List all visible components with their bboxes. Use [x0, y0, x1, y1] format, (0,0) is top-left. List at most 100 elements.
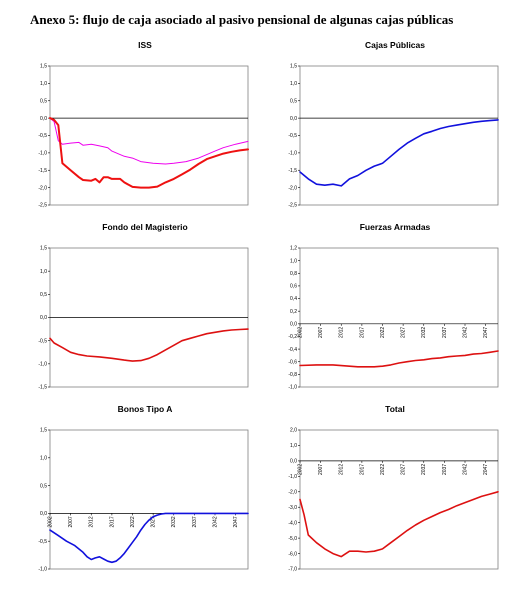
x-tick-label: 2027	[151, 516, 157, 527]
y-tick-label: -1,0	[288, 151, 297, 157]
x-tick-label: 2022	[380, 464, 386, 475]
chart-panel-iss: ISS 1,5 1,0 0,5 0,0 -0,5 -1,0 -1,5 -2,0 -2,5	[20, 40, 270, 220]
x-tick-label: 2032	[421, 327, 427, 338]
y-tick-label: 1,5	[290, 64, 297, 70]
plot-area	[299, 429, 499, 570]
y-tick-label: 0,2	[290, 309, 297, 315]
y-tick-label: -1,5	[288, 168, 297, 174]
x-tick-label: 2017	[359, 464, 365, 475]
chart-panel-bonos: Bonos Tipo A 1,5 1,0 0,5 0,0 -0,5 -1,0 2002 200…	[20, 404, 270, 584]
x-tick-label: 2012	[89, 516, 95, 527]
x-tick-label: 2017	[109, 516, 115, 527]
y-tick-label: 1,2	[290, 246, 297, 252]
y-tick-label: -0,4	[288, 347, 297, 353]
y-tick-label: 0,5	[290, 98, 297, 104]
series-line-1	[49, 328, 249, 362]
y-tick-label: 0,0	[40, 315, 47, 321]
chart-iss: 1,5 1,0 0,5 0,0 -0,5 -1,0 -1,5 -2,0 -2,5	[38, 64, 249, 209]
x-tick-label: 2042	[213, 516, 219, 527]
chart-title-total: Total	[385, 404, 405, 414]
y-tick-label: 0,0	[40, 116, 47, 122]
chart-total: 2,0 1,0 0,0 -1,0 -2,0 -3,0 -4,0 -5,0 -6,0 -7,0 200…	[288, 428, 499, 573]
series-line-1	[299, 350, 499, 368]
x-tick-label: 2037	[442, 327, 448, 338]
y-tick-label: 1,5	[40, 64, 47, 70]
series-line-1	[49, 512, 249, 564]
y-tick-label: -2,5	[288, 203, 297, 209]
y-tick-label: 0,6	[290, 284, 297, 290]
chart-panel-total: Total 2,0 1,0 0,0 -1,0 -2,0 -3,0 -4,0 -5,0 -6,0 -…	[270, 404, 520, 584]
y-tick-label: 1,0	[40, 81, 47, 87]
chart-title-cajas: Cajas Públicas	[364, 40, 425, 50]
y-tick-label: -4,0	[288, 520, 297, 526]
x-tick-label: 2032	[171, 516, 177, 527]
x-tick-label: 2047	[233, 516, 239, 527]
x-tick-label: 2007	[318, 327, 324, 338]
x-tick-label: 2037	[192, 516, 198, 527]
x-tick-label: 2027	[401, 327, 407, 338]
x-tick-label: 2047	[483, 327, 489, 338]
series-line-1	[299, 491, 499, 558]
y-tick-label: -1,0	[38, 362, 47, 368]
chart-panel-fuerzas: Fuerzas Armadas 1,2 1,0 0,8 0,6 0,4 0,2 0,0 -0,…	[270, 222, 520, 402]
y-tick-label: 1,0	[40, 456, 47, 462]
y-tick-label: 0,5	[40, 292, 47, 298]
x-tick-label: 2002	[298, 327, 304, 338]
y-tick-label: -2,0	[38, 185, 47, 191]
y-tick-label: 0,4	[290, 296, 297, 302]
y-tick-label: 1,0	[290, 258, 297, 264]
y-tick-label: -0,2	[288, 334, 297, 340]
y-tick-label: 1,5	[40, 246, 47, 252]
x-tick-label: 2032	[421, 464, 427, 475]
chart-panel-cajas: Cajas Públicas 1,5 1,0 0,5 0,0 -0,5 -1,0 -1,5 -…	[270, 40, 520, 220]
y-tick-label: -2,5	[38, 203, 47, 209]
y-tick-label: 0,0	[40, 511, 47, 517]
x-tick-label: 2012	[339, 327, 345, 338]
chart-title-bonos: Bonos Tipo A	[117, 404, 173, 414]
series-line-1	[299, 119, 499, 187]
y-tick-label: -1,0	[38, 151, 47, 157]
y-tick-label: -0,5	[288, 133, 297, 139]
y-tick-label: -0,5	[38, 133, 47, 139]
series-line-1	[49, 117, 249, 165]
y-tick-label: -0,5	[38, 338, 47, 344]
y-tick-label: 1,0	[290, 81, 297, 87]
y-tick-label: 1,5	[40, 428, 47, 434]
y-tick-label: -1,0	[288, 385, 297, 391]
y-tick-label: -1,0	[38, 567, 47, 573]
x-tick-label: 2012	[339, 464, 345, 475]
x-tick-label: 2002	[48, 516, 54, 527]
x-tick-label: 2047	[483, 464, 489, 475]
plot-area	[49, 65, 249, 206]
y-tick-label: 0,5	[40, 98, 47, 104]
y-tick-label: -1,5	[38, 385, 47, 391]
page-title: Anexo 5: flujo de caja asociado al pasiv…	[30, 12, 454, 27]
x-tick-label: 2042	[463, 464, 469, 475]
y-tick-label: -7,0	[288, 567, 297, 573]
y-tick-label: -2,0	[288, 489, 297, 495]
y-tick-label: 0,0	[290, 322, 297, 328]
y-tick-label: 1,0	[290, 443, 297, 449]
y-tick-label: 0,8	[290, 271, 297, 277]
chart-panel-magisterio: Fondo del Magisterio 1,5 1,0 0,5 0,0 -0,5 -1,…	[20, 222, 270, 402]
chart-title-iss: ISS	[138, 40, 152, 50]
x-tick-label: 2042	[463, 327, 469, 338]
x-tick-label: 2007	[318, 464, 324, 475]
y-tick-label: 2,0	[290, 428, 297, 434]
chart-title-fuerzas: Fuerzas Armadas	[359, 222, 431, 232]
plot-area	[299, 65, 499, 206]
y-tick-label: -0,8	[288, 372, 297, 378]
plot-area	[299, 247, 499, 388]
x-tick-label: 2022	[380, 327, 386, 338]
chart-cajas: 1,5 1,0 0,5 0,0 -0,5 -1,0 -1,5 -2,0 -2,5	[288, 64, 499, 209]
x-tick-label: 2037	[442, 464, 448, 475]
y-tick-label: -0,5	[38, 539, 47, 545]
x-tick-label: 2027	[401, 464, 407, 475]
y-tick-label: -1,0	[288, 474, 297, 480]
chart-fuerzas: 1,2 1,0 0,8 0,6 0,4 0,2 0,0 -0,2 -0,4 -0,6 -0,8 -1,…	[288, 246, 499, 391]
y-tick-label: -1,5	[38, 168, 47, 174]
y-tick-label: -2,0	[288, 185, 297, 191]
y-tick-label: 0,0	[290, 116, 297, 122]
y-tick-label: -0,6	[288, 359, 297, 365]
y-tick-label: 0,5	[40, 483, 47, 489]
